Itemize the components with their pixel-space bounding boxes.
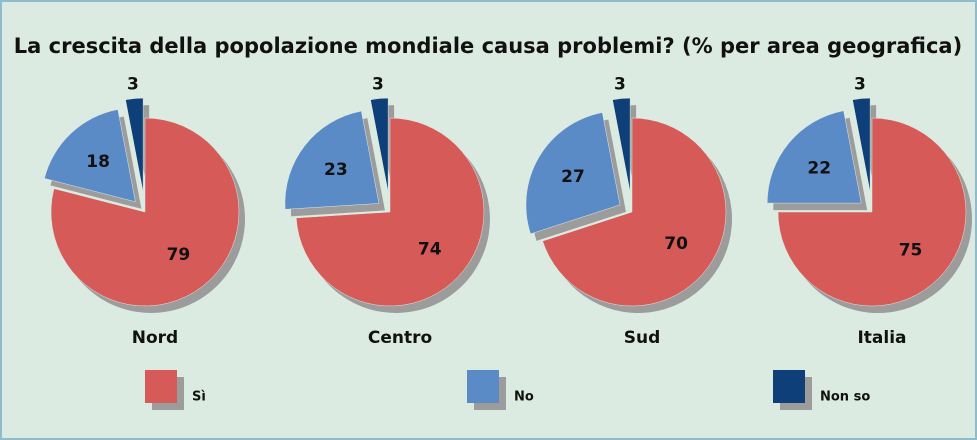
slice (542, 117, 727, 307)
value-label: 3 (854, 75, 866, 95)
slice (50, 117, 240, 307)
slice (295, 117, 485, 307)
pie-label: Centro (368, 328, 432, 348)
value-label: 22 (807, 158, 831, 178)
slice (370, 97, 389, 193)
value-label: 70 (664, 234, 688, 254)
chart-title: La crescita della popolazione mondiale c… (14, 34, 962, 58)
slice (777, 117, 967, 307)
slice (525, 112, 621, 235)
value-label: 3 (614, 75, 626, 95)
pie-label: Nord (132, 328, 178, 348)
value-label: 18 (86, 152, 110, 172)
slice (125, 97, 144, 193)
pie-label: Sud (624, 328, 661, 348)
slice (766, 110, 862, 204)
slice (284, 110, 380, 210)
legend-swatch (467, 370, 499, 403)
legend-label: No (514, 390, 534, 405)
value-label: 23 (324, 160, 348, 180)
value-label: 79 (167, 245, 191, 265)
slice (44, 109, 136, 203)
legend-label: Sì (192, 390, 206, 405)
value-label: 3 (372, 75, 384, 95)
slice (852, 97, 871, 193)
legend-label: Non so (820, 390, 870, 405)
legend-swatch (145, 370, 177, 403)
slice (612, 97, 631, 193)
pie-label: Italia (857, 328, 906, 348)
value-label: 27 (561, 167, 585, 187)
value-label: 75 (899, 241, 923, 261)
value-label: 74 (418, 239, 442, 259)
value-label: 3 (127, 75, 139, 95)
legend-swatch (773, 370, 805, 403)
